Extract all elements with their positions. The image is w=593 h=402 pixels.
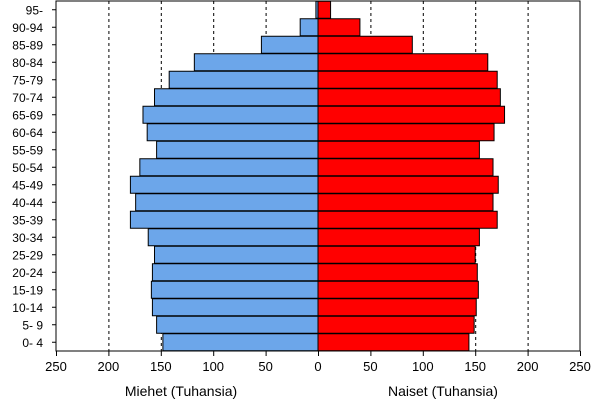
bar-women-10-14 [317, 298, 477, 317]
bar-men-15-19 [150, 280, 319, 299]
age-group-label: 20-24 [12, 266, 43, 280]
bar-men-80-84 [193, 53, 319, 72]
age-group-label: 45-49 [12, 178, 43, 192]
age-group-label: 50-54 [12, 161, 43, 175]
age-group-label: 70-74 [12, 91, 43, 105]
age-group-label: 15-19 [12, 283, 43, 297]
x-tick-label: 200 [98, 359, 120, 374]
bar-men-75-79 [168, 70, 319, 89]
bar-men-45-49 [129, 175, 319, 194]
bar-women-30-34 [317, 228, 480, 247]
age-group-label: 60-64 [12, 126, 43, 140]
bar-men-0-4 [162, 333, 319, 352]
x-tick-label: 100 [202, 359, 224, 374]
x-tick-label: 50 [363, 359, 377, 374]
bar-women-50-54 [317, 158, 494, 177]
x-tick-label: 150 [464, 359, 486, 374]
bar-women-95- [317, 0, 332, 19]
x-tick-label: 100 [412, 359, 434, 374]
bar-women-60-64 [317, 123, 495, 142]
x-axis-label-women: Naiset (Tuhansia) [388, 383, 498, 399]
x-tick-label: 150 [150, 359, 172, 374]
category-labels: 0- 4 5- 9 10-14 15-19 20-24 25-29 30-34 35-39 40… [12, 3, 56, 350]
bar-women-25-29 [317, 245, 476, 264]
x-tick-label: 50 [258, 359, 272, 374]
bar-men-5-9 [156, 315, 319, 334]
bar-women-5-9 [317, 315, 475, 334]
bar-women-75-79 [317, 70, 498, 89]
x-tick-label: 0 [314, 359, 321, 374]
bar-men-70-74 [154, 88, 319, 107]
x-tick-label: 250 [569, 359, 591, 374]
age-group-label: 0- 4 [22, 336, 43, 350]
bar-women-65-69 [317, 105, 506, 124]
bar-men-25-29 [154, 245, 319, 264]
bar-women-85-89 [317, 35, 413, 54]
bar-women-20-24 [317, 263, 478, 282]
bar-women-55-59 [317, 140, 480, 159]
age-group-label: 30-34 [12, 231, 43, 245]
bar-women-80-84 [317, 53, 489, 72]
bar-men-20-24 [151, 263, 319, 282]
bar-women-90-94 [317, 18, 361, 37]
age-group-label: 40-44 [12, 196, 43, 210]
bar-men-65-69 [142, 105, 319, 124]
bar-men-60-64 [146, 123, 319, 142]
age-group-label: 75-79 [12, 73, 43, 87]
age-group-label: 25-29 [12, 248, 43, 262]
bar-women-0-4 [317, 333, 470, 352]
bar-men-90-94 [299, 18, 319, 37]
age-group-label: 85-89 [12, 38, 43, 52]
bar-men-40-44 [135, 193, 319, 212]
age-group-label: 55-59 [12, 143, 43, 157]
bars [129, 0, 506, 352]
x-tick-label: 200 [517, 359, 539, 374]
bar-men-55-59 [156, 140, 319, 159]
age-group-label: 95- [26, 3, 43, 17]
bar-men-30-34 [147, 228, 319, 247]
x-axis: 250 200 150 100 50 0 50 100 150 200 250 [45, 351, 591, 374]
bar-women-35-39 [317, 210, 498, 229]
x-tick-label: 250 [45, 359, 67, 374]
bar-men-85-89 [260, 35, 319, 54]
bar-women-40-44 [317, 193, 494, 212]
age-group-label: 35-39 [12, 213, 43, 227]
bar-men-35-39 [129, 210, 319, 229]
age-group-label: 65-69 [12, 108, 43, 122]
x-axis-label-men: Miehet (Tuhansia) [125, 383, 237, 399]
bar-women-70-74 [317, 88, 501, 107]
age-group-label: 90-94 [12, 21, 43, 35]
age-group-label: 10-14 [12, 301, 43, 315]
age-group-label: 5- 9 [22, 318, 43, 332]
bar-women-45-49 [317, 175, 499, 194]
bar-men-50-54 [139, 158, 319, 177]
bar-men-10-14 [151, 298, 319, 317]
age-group-label: 80-84 [12, 56, 43, 70]
bar-women-15-19 [317, 280, 479, 299]
